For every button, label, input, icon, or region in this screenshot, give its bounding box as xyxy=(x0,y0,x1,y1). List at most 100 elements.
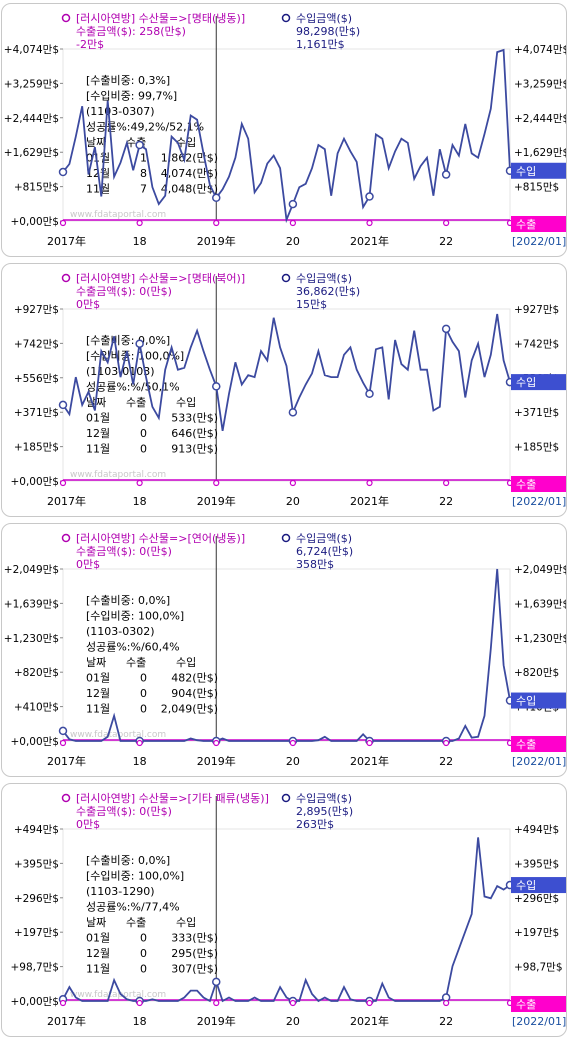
import-tag-label: 수입 xyxy=(516,376,536,389)
y-tick-label-left: +1,639만$ xyxy=(4,598,59,610)
import-latest-value: 358만$ xyxy=(296,558,334,571)
table-cell-export: 0 xyxy=(140,672,147,685)
table-cell-import: 533(만$) xyxy=(171,412,218,425)
table-cell-import: 482(만$) xyxy=(171,672,218,685)
export-legend-marker xyxy=(61,793,71,803)
import-amount-label: 수입금액($) xyxy=(296,12,352,25)
info-line: [수입비중: 99,7%] xyxy=(86,90,177,103)
table-cell-export: 7 xyxy=(140,183,147,196)
info-line: [수입비중: 100,0%] xyxy=(86,870,184,883)
info-line: [수입비중: 100,0%] xyxy=(86,610,184,623)
import-latest-value: 263만$ xyxy=(296,818,334,831)
chart-title: [러시아연방] 수산물=>[연어(냉동)] xyxy=(76,532,245,545)
export-point xyxy=(59,219,67,227)
export-latest-value: -2만$ xyxy=(76,38,104,51)
export-latest-value: 0만$ xyxy=(76,818,100,831)
import-series-line xyxy=(62,48,511,224)
export-point xyxy=(366,999,373,1007)
table-cell-date: 12월 xyxy=(86,427,110,440)
import-point xyxy=(135,339,144,348)
watermark: www.fdataportal.com xyxy=(70,470,166,480)
table-header-import: 수입 xyxy=(176,916,196,929)
table-header-import: 수입 xyxy=(176,396,196,409)
table-cell-export: 1 xyxy=(140,152,147,165)
import-point xyxy=(212,382,221,391)
y-tick-label-right: +3,259만$ xyxy=(514,78,567,90)
info-line: (1103-1290) xyxy=(86,885,155,898)
y-tick-label-left: +820만$ xyxy=(14,667,59,679)
table-header-date: 날짜 xyxy=(86,916,106,929)
import-point xyxy=(58,726,68,736)
export-tag-label: 수출 xyxy=(516,738,536,751)
table-cell-export: 8 xyxy=(140,167,147,180)
table-cell-date: 11월 xyxy=(86,183,110,196)
y-tick-label-right: +1,629만$ xyxy=(514,147,567,159)
export-point xyxy=(136,739,143,747)
info-line: (1103-0307) xyxy=(86,105,155,118)
y-tick-label-left: +1,230만$ xyxy=(4,633,59,645)
import-tag xyxy=(511,374,566,391)
y-tick-label-left: +556만$ xyxy=(14,373,59,385)
import-point xyxy=(288,199,298,209)
y-tick-label-left: +371만$ xyxy=(14,407,59,419)
date-tag: [2022/01] xyxy=(512,755,566,768)
table-cell-import: 4,048(만$) xyxy=(161,183,218,196)
y-tick-label-right: +820만$ xyxy=(514,667,559,679)
table-cell-date: 11월 xyxy=(86,963,110,976)
y-tick-label-right: +296만$ xyxy=(514,893,559,905)
import-point xyxy=(212,977,221,987)
export-point xyxy=(289,479,296,487)
table-cell-export: 0 xyxy=(140,963,147,976)
import-point xyxy=(212,193,221,203)
table-cell-import: 333(만$) xyxy=(171,932,218,945)
table-cell-date: 01월 xyxy=(86,932,110,945)
y-tick-label-right: +927만$ xyxy=(514,304,559,316)
table-cell-export: 0 xyxy=(140,947,147,960)
info-line: [수출비중: 0,0%] xyxy=(86,854,170,867)
import-point xyxy=(135,140,144,150)
info-line: 성공률%:49,2%/52,1% xyxy=(86,121,204,134)
chart-panel: +0,00만$+0,00만$+98,7만$+98,7만$+197만$+197만$… xyxy=(1,783,567,1037)
y-tick-label-right: +4,074만$ xyxy=(514,44,567,56)
export-amount-label: 수출금액($): 0(만$) xyxy=(76,805,172,818)
export-tag-label: 수출 xyxy=(516,478,536,491)
export-point xyxy=(213,999,220,1007)
chart-title: [러시아연방] 수산물=>[명태(냉동)] xyxy=(76,12,245,25)
y-tick-label-left: +4,074만$ xyxy=(4,44,59,56)
table-cell-date: 01월 xyxy=(86,152,110,165)
x-tick-label: 20 xyxy=(286,1015,300,1028)
y-tick-label-left: +2,049만$ xyxy=(4,564,59,576)
export-point xyxy=(443,739,450,747)
x-tick-label: 20 xyxy=(286,235,300,248)
y-tick-label-right: +2,049만$ xyxy=(514,564,567,576)
import-point xyxy=(365,389,374,399)
y-tick-label-right: +395만$ xyxy=(514,858,559,870)
import-point xyxy=(441,324,451,334)
import-point xyxy=(441,170,451,179)
export-point xyxy=(136,479,143,487)
import-point xyxy=(58,400,68,410)
import-total-value: 2,895(만$) xyxy=(296,805,353,818)
import-total-value: 98,298(만$) xyxy=(296,25,360,38)
import-tag-label: 수입 xyxy=(516,879,536,892)
x-tick-label: 18 xyxy=(133,755,147,768)
table-header-export: 수출 xyxy=(126,396,146,409)
x-tick-label: 22 xyxy=(439,235,453,248)
x-tick-label: 18 xyxy=(133,235,147,248)
table-cell-import: 904(만$) xyxy=(171,687,218,700)
table-cell-date: 11월 xyxy=(86,703,110,716)
y-tick-label-left: +494만$ xyxy=(14,824,59,836)
table-header-export: 수출 xyxy=(126,916,146,929)
export-tag xyxy=(511,216,566,232)
x-tick-label: 2019年 xyxy=(197,494,236,508)
export-point xyxy=(443,219,450,227)
y-tick-label-right: +494만$ xyxy=(514,824,559,836)
info-line: 성공률%:%/60,4% xyxy=(86,641,180,654)
x-tick-label: 18 xyxy=(133,1015,147,1028)
chart-svg: +0,00만$+0,00만$+410만$+410만$+820만$+820만$+1… xyxy=(4,532,567,768)
table-cell-date: 12월 xyxy=(86,687,110,700)
y-tick-label-right: +1,639만$ xyxy=(514,598,567,610)
export-point xyxy=(366,219,373,227)
import-tag-label: 수입 xyxy=(516,695,536,708)
y-tick-label-left: +185만$ xyxy=(14,442,59,454)
